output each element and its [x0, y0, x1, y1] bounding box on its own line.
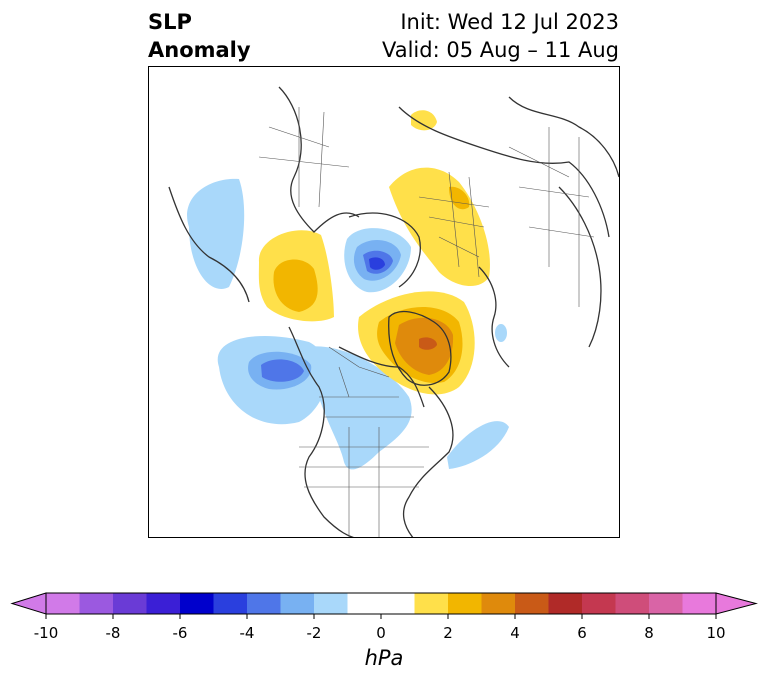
- colorbar-tick-label: -2: [306, 624, 322, 642]
- anomaly-siberia-core: [273, 259, 318, 312]
- colorbar-segment: [615, 593, 650, 614]
- colorbar-tick-label: 10: [706, 624, 726, 642]
- colorbar-segment: [649, 593, 683, 614]
- colorbar-extend-min: [10, 592, 47, 615]
- title-line-1: SLP: [148, 10, 192, 34]
- colorbar-segment: [682, 593, 717, 614]
- colorbar-extend-max: [715, 592, 758, 615]
- colorbar-segment: [381, 593, 415, 614]
- colorbar-tick-label: 6: [577, 624, 587, 642]
- forecast-dates: Init: Wed 12 Jul 2023 Valid: 05 Aug – 11…: [382, 8, 619, 64]
- colorbar-segment: [46, 593, 80, 614]
- colorbar-segment: [481, 593, 516, 614]
- colorbar-segment: [113, 593, 147, 614]
- anomaly-scandi: [411, 110, 437, 131]
- anomaly-greenland-peak: [419, 337, 437, 350]
- colorbar-tick-label: -4: [239, 624, 255, 642]
- anomaly-gulf-alaska-peak: [261, 359, 304, 382]
- map-title: SLP Anomaly: [148, 8, 251, 64]
- colorbar-segment: [146, 593, 181, 614]
- coastlines: [168, 86, 619, 537]
- anomaly-fields: [187, 110, 509, 470]
- colorbar-tick-label: -6: [172, 624, 188, 642]
- colorbar-segment: [414, 593, 449, 614]
- map-canvas: [168, 86, 619, 537]
- colorbar-tick-label: -8: [105, 624, 121, 642]
- political-borders: [258, 107, 595, 537]
- colorbar-ticks: [45, 614, 717, 619]
- colorbar-segment: [247, 593, 281, 614]
- title-line-2: Anomaly: [148, 38, 251, 62]
- colorbar-tick-label: 0: [376, 624, 386, 642]
- anomaly-central-canada: [309, 346, 412, 470]
- colorbar-tick-label: -10: [33, 624, 59, 642]
- colorbar-segments: [10, 592, 758, 615]
- colorbar-segment: [548, 593, 583, 614]
- colorbar: [10, 592, 758, 619]
- colorbar-segment: [314, 593, 348, 614]
- colorbar-segment: [582, 593, 616, 614]
- init-date: Init: Wed 12 Jul 2023: [400, 10, 619, 34]
- anomaly-atlantic: [447, 421, 509, 469]
- colorbar-segment: [515, 593, 549, 614]
- anomaly-barents-peak: [369, 257, 385, 270]
- colorbar-segment: [213, 593, 248, 614]
- valid-range: Valid: 05 Aug – 11 Aug: [381, 38, 619, 62]
- colorbar-tick-label: 8: [644, 624, 654, 642]
- colorbar-segment: [448, 593, 482, 614]
- colorbar-segment: [347, 593, 382, 614]
- anomaly-north-pacific: [187, 178, 245, 289]
- colorbar-tick-label: 4: [510, 624, 520, 642]
- colorbar-unit: hPa: [364, 646, 404, 670]
- colorbar-segment: [79, 593, 114, 614]
- colorbar-segment: [180, 593, 214, 614]
- colorbar-segment: [280, 593, 315, 614]
- anomaly-small-blob: [495, 324, 507, 342]
- slp-anomaly-map: [148, 66, 620, 538]
- colorbar-tick-label: 2: [443, 624, 453, 642]
